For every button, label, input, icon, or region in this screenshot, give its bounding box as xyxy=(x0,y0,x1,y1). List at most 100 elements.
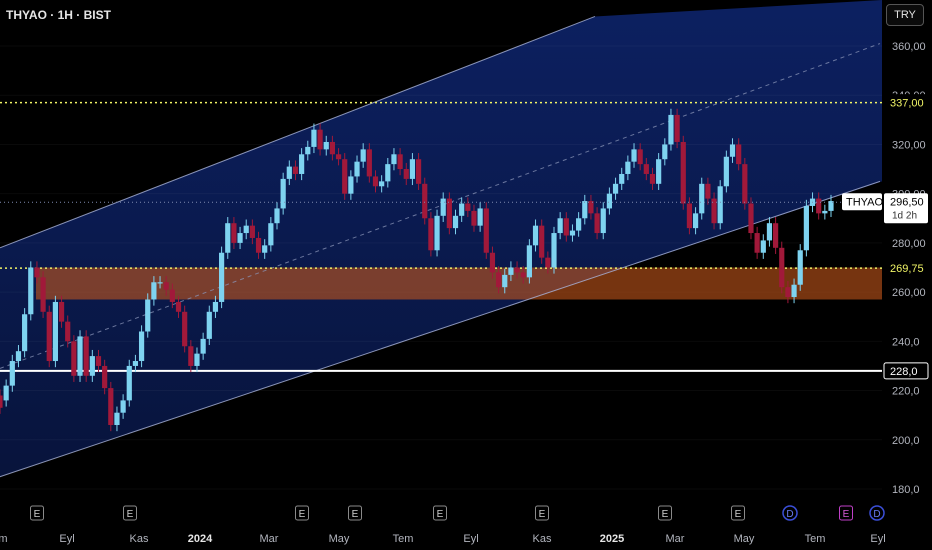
candle-51 xyxy=(311,129,317,147)
candle-5 xyxy=(28,267,34,315)
candle-103 xyxy=(631,149,637,162)
y-tick-label: 200,0 xyxy=(892,435,920,447)
candle-6 xyxy=(34,267,40,278)
x-tick-label: Tem xyxy=(393,533,414,545)
candle-92 xyxy=(563,218,569,236)
candle-14 xyxy=(83,336,89,376)
last-price-box xyxy=(884,193,928,224)
candle-24 xyxy=(145,299,151,332)
candle-122 xyxy=(748,203,754,234)
candle-76 xyxy=(465,203,471,211)
candle-47 xyxy=(286,166,292,179)
dividend-marker-label: D xyxy=(873,509,880,520)
x-tick-label: Kas xyxy=(130,533,149,545)
candle-3 xyxy=(15,351,22,362)
candle-0 xyxy=(0,395,3,408)
candle-100 xyxy=(612,183,619,194)
candle-33 xyxy=(200,338,206,354)
candle-74 xyxy=(452,215,459,229)
currency-button[interactable]: TRY xyxy=(886,4,924,26)
candle-134 xyxy=(822,210,828,214)
candle-19 xyxy=(114,412,120,426)
support-zone xyxy=(36,267,882,300)
candle-53 xyxy=(323,141,329,150)
earnings-marker-0 xyxy=(30,505,44,521)
symbol-badge: THYAO xyxy=(846,196,884,208)
candle-112 xyxy=(686,203,693,229)
earnings-marker-label: E xyxy=(299,509,306,520)
candle-102 xyxy=(625,161,631,174)
earnings-marker-label: E xyxy=(127,509,134,520)
symbol-badge-box xyxy=(842,193,882,211)
candle-72 xyxy=(440,198,446,216)
earnings-marker-label: E xyxy=(352,509,359,520)
earnings-marker-label: E xyxy=(34,509,41,520)
candle-71 xyxy=(434,215,440,251)
x-tick-label: Eyl xyxy=(59,533,74,545)
candle-69 xyxy=(422,183,428,219)
candle-131 xyxy=(803,205,809,251)
candle-75 xyxy=(459,203,465,216)
candle-7 xyxy=(40,277,46,312)
x-tick-label: Tem xyxy=(805,533,826,545)
candle-10 xyxy=(58,301,65,322)
candle-109 xyxy=(668,114,674,145)
horizontal-levels xyxy=(0,101,882,372)
candle-18 xyxy=(108,388,114,426)
time-axis[interactable]: m Eyl Kas 2024 Mar May Tem Eyl Kas 2025 Mar May Tem E… xyxy=(0,533,886,545)
candle-61 xyxy=(372,176,379,187)
candle-116 xyxy=(711,198,717,224)
price-label-box-2 xyxy=(883,362,929,380)
candle-101 xyxy=(619,173,625,184)
candle-106 xyxy=(649,173,656,184)
candle-99 xyxy=(606,193,612,209)
candle-56 xyxy=(342,159,348,194)
candle-46 xyxy=(280,178,286,209)
x-tick-label: Mar xyxy=(666,533,685,545)
candle-97 xyxy=(594,213,600,234)
earnings-marker-1 xyxy=(123,505,137,521)
candle-90 xyxy=(551,233,557,268)
candle-82 xyxy=(502,274,508,288)
candle-135 xyxy=(828,201,834,211)
candle-130 xyxy=(797,250,803,285)
earnings-marker-label: E xyxy=(735,509,742,520)
candle-107 xyxy=(656,159,662,184)
candle-78 xyxy=(477,208,483,226)
candle-59 xyxy=(360,149,366,162)
candle-125 xyxy=(766,223,773,241)
candle-4 xyxy=(22,314,28,352)
candle-88 xyxy=(539,225,545,258)
candle-127 xyxy=(779,247,785,288)
price-label-box-0 xyxy=(883,94,929,112)
candles-group xyxy=(0,108,834,432)
candle-119 xyxy=(729,144,736,157)
candle-84 xyxy=(514,267,520,273)
earnings-marker-5 xyxy=(535,505,549,521)
y-tick-label: 280,00 xyxy=(892,238,926,250)
earnings-marker-6 xyxy=(658,505,672,521)
candle-80 xyxy=(489,252,496,273)
candle-83 xyxy=(508,267,514,275)
candle-93 xyxy=(569,230,576,236)
candle-89 xyxy=(545,257,551,268)
dividend-marker-8 xyxy=(782,505,798,521)
candle-57 xyxy=(348,176,354,194)
candle-68 xyxy=(415,159,422,184)
earnings-marker-label: E xyxy=(437,509,444,520)
candle-52 xyxy=(317,129,323,150)
x-tick-label: May xyxy=(734,533,755,545)
x-tick-label: Mar xyxy=(260,533,279,545)
x-tick-label: May xyxy=(329,533,350,545)
x-tick-label: 2025 xyxy=(600,533,624,545)
channel-lower-line xyxy=(0,180,881,478)
candle-25 xyxy=(151,282,157,300)
price-label-0: 337,00 xyxy=(890,98,924,110)
earnings-marker-3 xyxy=(348,505,362,521)
candle-15 xyxy=(89,356,95,376)
y-tick-label: 320,00 xyxy=(892,139,926,151)
earnings-marker-4 xyxy=(433,505,447,521)
candle-41 xyxy=(249,225,255,238)
